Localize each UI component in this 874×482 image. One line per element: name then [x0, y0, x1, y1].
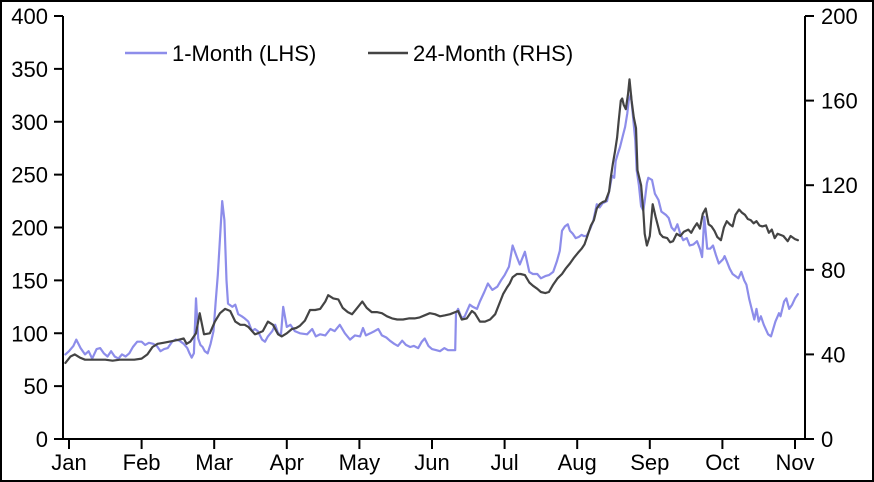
x-axis-month-label: Jul: [491, 450, 519, 475]
right-axis-tick-label: 40: [821, 342, 845, 367]
x-axis-month-label: Oct: [705, 450, 739, 475]
left-axis-tick-label: 50: [24, 374, 48, 399]
right-axis-tick-label: 120: [821, 173, 858, 198]
axes: 0 50 100 150 200 250 300 350 400 0 40 80 120 160 200 Ja…: [11, 4, 857, 475]
left-axis-tick-label: 400: [11, 4, 48, 29]
x-axis-month-label: Feb: [123, 450, 161, 475]
right-axis-tick-label: 200: [821, 4, 858, 29]
left-axis-tick-label: 250: [11, 163, 48, 188]
x-axis-month-label: Sep: [630, 450, 669, 475]
left-axis-tick-label: 300: [11, 110, 48, 135]
series-line-24-month: [64, 78, 800, 364]
left-axis-tick-label: 0: [36, 427, 48, 452]
right-axis-tick-label: 0: [821, 427, 833, 452]
right-axis-tick-label: 160: [821, 89, 858, 114]
left-axis-tick-label: 200: [11, 216, 48, 241]
legend-label: 1-Month (LHS): [172, 41, 316, 66]
left-axis-tick-label: 150: [11, 268, 48, 293]
x-axis-month-label: Apr: [270, 450, 304, 475]
plot-series: [64, 78, 800, 364]
legend-label: 24-Month (RHS): [413, 41, 573, 66]
left-axis-tick-label: 350: [11, 57, 48, 82]
x-axis-month-label: Nov: [775, 450, 814, 475]
x-axis-month-label: Aug: [558, 450, 597, 475]
right-axis-tick-label: 80: [821, 258, 845, 283]
left-axis-tick-label: 100: [11, 321, 48, 346]
x-axis-month-label: May: [339, 450, 381, 475]
x-axis-month-label: Mar: [195, 450, 233, 475]
legend: 1-Month (LHS) 24-Month (RHS): [125, 41, 573, 66]
series-line-1-month: [64, 93, 800, 360]
x-axis-month-label: Jan: [51, 450, 86, 475]
x-axis-month-label: Jun: [414, 450, 449, 475]
